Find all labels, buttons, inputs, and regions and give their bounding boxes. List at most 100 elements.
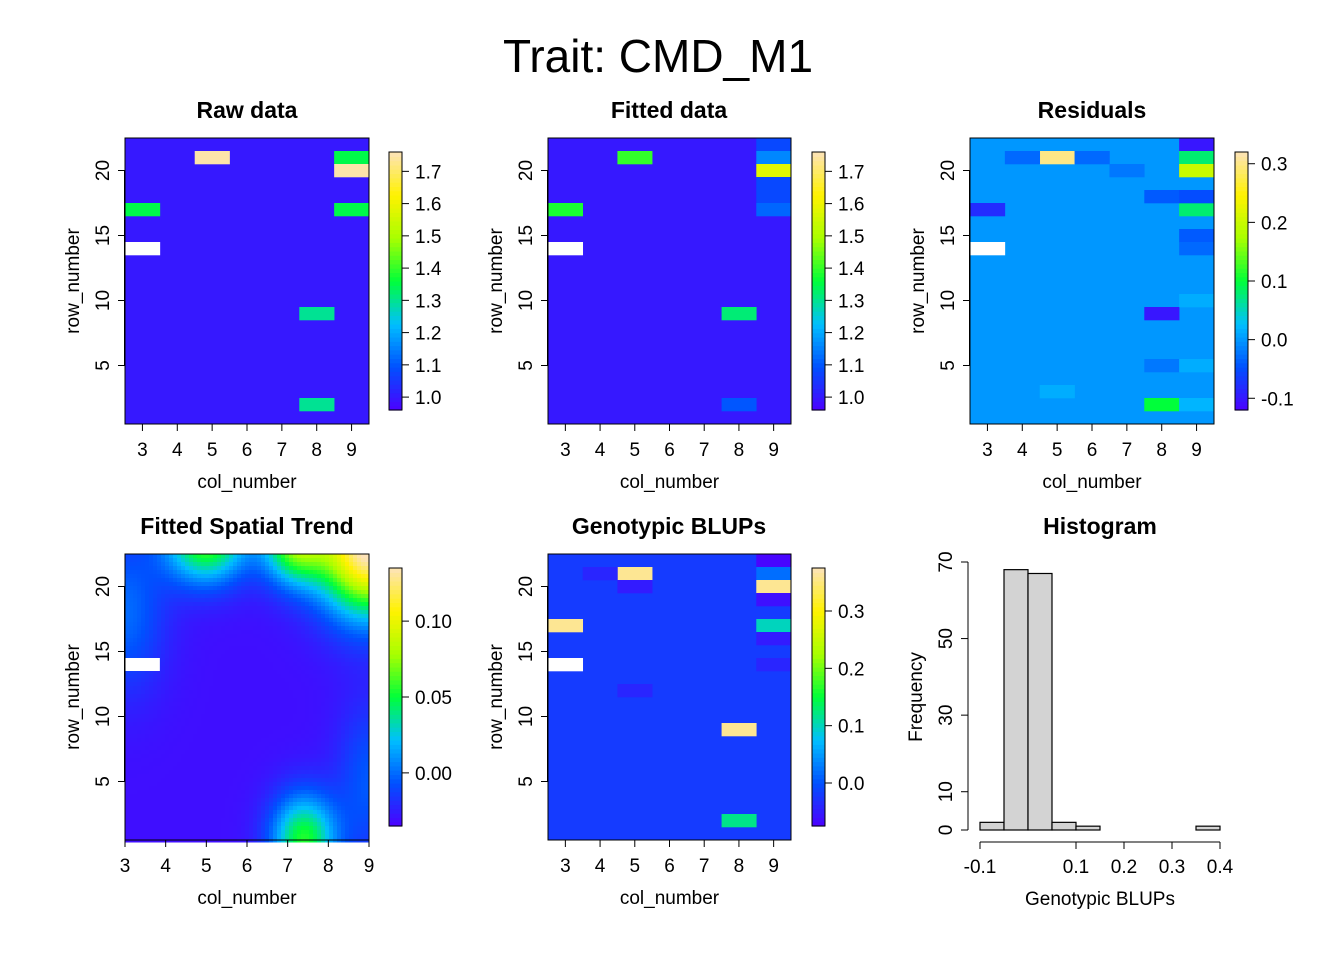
surface-cell [169,834,174,839]
surface-cell [305,634,310,639]
colorbar-segment [812,358,825,364]
surface-cell [305,742,310,747]
surface-cell [173,586,178,591]
surface-cell [129,766,134,771]
surface-cell [157,622,162,627]
colorbar-segment [812,619,825,625]
surface-cell [361,770,366,775]
surface-cell [177,682,182,687]
surface-cell [361,778,366,783]
surface-cell [241,686,246,691]
surface-cell [317,782,322,787]
surface-cell [281,706,286,711]
surface-cell [273,786,278,791]
surface-cell [129,706,134,711]
surface-cell [245,670,250,675]
surface-cell [257,750,262,755]
surface-cell [205,662,210,667]
surface-cell [173,574,178,579]
surface-cell [229,762,234,767]
surface-cell [209,750,214,755]
surface-cell [161,810,166,815]
surface-cell [257,658,262,663]
surface-cell [341,598,346,603]
surface-cell [317,578,322,583]
surface-cell [277,642,282,647]
colorbar-segment [389,156,402,162]
surface-cell [297,782,302,787]
surface-cell [321,754,326,759]
surface-cell [233,654,238,659]
surface-cell [193,630,198,635]
surface-cell [177,562,182,567]
surface-cell [361,798,366,803]
surface-cell [145,778,150,783]
surface-cell [349,806,354,811]
surface-cell [365,646,370,651]
surface-cell [181,682,186,687]
surface-cell [217,642,222,647]
surface-cell [157,774,162,779]
surface-cell [309,598,314,603]
surface-cell [165,790,170,795]
surface-cell [249,726,254,731]
surface-cell [313,714,318,719]
surface-cell [265,594,270,599]
colorbar-segment [389,757,402,763]
surface-cell [325,690,330,695]
surface-cell [349,762,354,767]
surface-cell [341,618,346,623]
surface-cell [269,614,274,619]
surface-cell [353,586,358,591]
surface-cell [189,674,194,679]
surface-cell [221,694,226,699]
surface-cell [157,806,162,811]
surface-cell [209,602,214,607]
surface-cell [357,750,362,755]
surface-cell [349,830,354,835]
surface-cell [321,722,326,727]
surface-cell [257,614,262,619]
surface-cell [237,698,242,703]
surface-cell [361,614,366,619]
surface-cell [125,742,130,747]
heatmap-cell [1109,164,1145,178]
surface-cell [213,570,218,575]
surface-cell [337,798,342,803]
colorbar-segment [812,298,825,304]
surface-cell [245,782,250,787]
surface-cell [337,578,342,583]
surface-cell [141,782,146,787]
surface-cell [129,794,134,799]
surface-cell [157,578,162,583]
surface-cell [289,690,294,695]
surface-cell [253,686,258,691]
surface-cell [221,654,226,659]
surface-cell [277,610,282,615]
surface-cell [129,606,134,611]
surface-cell [361,714,366,719]
colorbar-segment [812,332,825,338]
surface-cell [349,698,354,703]
surface-cell [305,598,310,603]
surface-cell [289,774,294,779]
surface-cell [185,562,190,567]
surface-cell [281,634,286,639]
surface-cell [297,634,302,639]
surface-cell [333,582,338,587]
surface-cell [321,570,326,575]
surface-cell [289,554,294,559]
surface-cell [277,806,282,811]
colorbar-segment [389,306,402,312]
surface-cell [245,710,250,715]
surface-cell [353,730,358,735]
surface-cell [357,694,362,699]
surface-cell [285,610,290,615]
surface-cell [277,790,282,795]
surface-cell [165,778,170,783]
surface-cell [229,822,234,827]
surface-cell [361,626,366,631]
surface-cell [261,614,266,619]
heatmap-cell [756,658,792,672]
surface-cell [297,750,302,755]
